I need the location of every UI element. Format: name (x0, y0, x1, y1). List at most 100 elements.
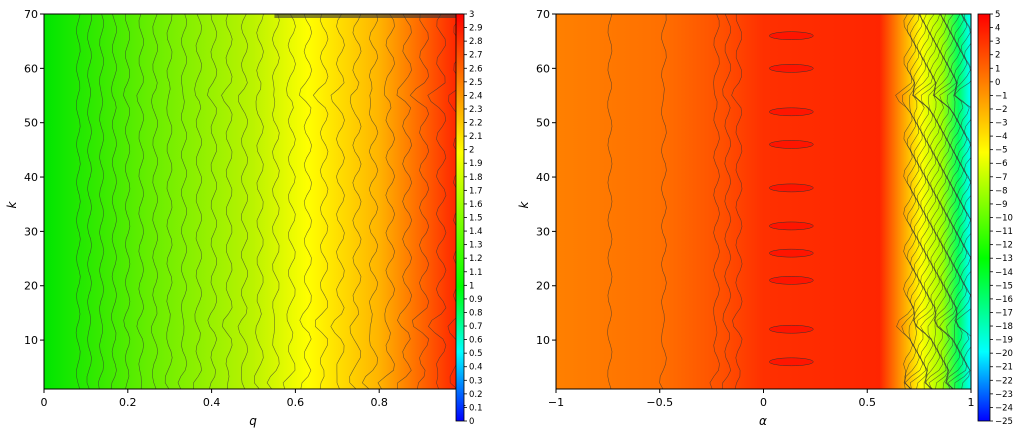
right-contour-lines (607, 14, 971, 389)
left-colorbar-tick-label: 2.8 (469, 37, 483, 47)
left-contour-line (123, 14, 131, 389)
right-red-island (769, 140, 814, 149)
right-red-island (769, 64, 814, 73)
left-colorbar-tick-label: 0.3 (469, 376, 483, 386)
left-colorbar-tick-label: 1.1 (469, 268, 483, 278)
left-contour-line (396, 14, 413, 389)
left-colorbar-tick-label: 2.7 (469, 51, 483, 61)
right-colorbar-tick-label: −25 (995, 417, 1013, 427)
left-colorbar-tick-label: 0.6 (469, 336, 483, 346)
right-colorbar-tick-label: −23 (995, 390, 1013, 400)
right-colorbar-tick-label: 0 (995, 78, 1000, 88)
right-colorbar-tick-label: −13 (995, 254, 1013, 264)
right-y-axis: 10 20 30 40 50 60 70 (536, 8, 556, 347)
left-y-axis: 10 20 30 40 50 60 70 (24, 8, 44, 347)
right-red-island (769, 107, 814, 117)
left-contour-line (86, 14, 92, 389)
left-y-tick-label: 60 (24, 62, 38, 75)
left-y-axis-label: k (5, 200, 19, 208)
right-red-island (769, 183, 814, 193)
left-contour-line (254, 14, 264, 389)
right-colorbar-tick-label: −12 (995, 241, 1013, 251)
left-colorbar-tick-label: 0.8 (469, 308, 483, 318)
right-contour-line (903, 14, 920, 389)
right-y-tick-label: 30 (536, 225, 550, 238)
right-colorbar-tick-label: 3 (995, 37, 1000, 47)
left-colorbar-tick-label: 1.9 (469, 159, 483, 169)
right-colorbar-tick-label: −14 (995, 268, 1013, 278)
left-contour-line (75, 14, 81, 389)
left-contour-lines (75, 14, 463, 389)
right-colorbar-tick-label: −7 (995, 173, 1008, 183)
right-y-tick-label: 60 (536, 62, 550, 75)
left-contour-line (151, 14, 159, 389)
left-contour-line (361, 14, 379, 389)
right-colorbar-tick-label: 5 (995, 10, 1000, 20)
left-contour-line (409, 14, 430, 389)
right-contour-line (953, 14, 971, 389)
right-red-island (769, 31, 814, 40)
left-plot-area (44, 14, 463, 389)
left-colorbar-tick-label: 2.6 (469, 64, 483, 74)
left-colorbar-tick-label: 2 (469, 146, 474, 156)
left-colorbar-tick-label: 1.8 (469, 173, 483, 183)
right-colorbar-tick-label: −10 (995, 214, 1013, 224)
right-colorbar-tick-label: −5 (995, 146, 1008, 156)
right-colorbar-tick-label: −16 (995, 295, 1013, 305)
right-colorbar-tick-label: −24 (995, 403, 1013, 413)
right-colorbar-tick-label: −4 (995, 132, 1008, 142)
left-contour-line (266, 14, 280, 389)
left-contour-line (282, 14, 296, 389)
right-colorbar-tick-label: −18 (995, 322, 1013, 332)
left-y-tick-label: 70 (24, 8, 38, 21)
right-colorbar-tick-label: −17 (995, 308, 1013, 318)
left-contour-line (377, 14, 396, 389)
left-colorbar-tick-label: 0.5 (469, 349, 483, 359)
right-y-tick-label: 50 (536, 117, 550, 130)
left-x-axis: 00.20.40.60.81 (41, 389, 467, 409)
right-colorbar-tick-label: −1 (995, 91, 1008, 101)
right-colorbar-ticks: 5 4 3 2 1 0 −1 −2 −3 −4 −5 −6 −7 −8 −9 −10 −11 −12 −13 −14 −… (990, 10, 1013, 427)
right-colorbar-tick-label: −6 (995, 159, 1008, 169)
right-contour-line (928, 14, 947, 389)
left-colorbar-tick-label: 1.4 (469, 227, 483, 237)
left-colorbar-tick-label: 2.3 (469, 105, 483, 115)
right-y-tick-label: 10 (536, 334, 550, 347)
left-contour-line (299, 14, 313, 389)
right-x-axis-label: α (759, 414, 767, 428)
left-x-tick-label: 0.2 (119, 396, 137, 409)
left-colorbar-tick-label: 1.6 (469, 200, 483, 210)
left-colorbar-tick-label: 2.2 (469, 119, 483, 129)
right-x-tick-label: 0 (760, 396, 767, 409)
right-contour-line (953, 14, 971, 389)
left-colorbar-tick-label: 2.9 (469, 24, 483, 34)
left-colorbar-tick-label: 1 (469, 281, 474, 291)
right-x-tick-label: 1 (968, 396, 975, 409)
right-contour-line (945, 14, 961, 389)
right-colorbar (977, 13, 991, 422)
right-colorbar-tick-label: −20 (995, 349, 1013, 359)
right-red-island (769, 248, 814, 258)
left-colorbar-tick-label: 2.1 (469, 132, 483, 142)
right-y-tick-label: 40 (536, 171, 550, 184)
left-colorbar-tick-label: 2.4 (469, 91, 483, 101)
left-contour-line (237, 14, 249, 389)
right-contour-line (901, 14, 917, 389)
right-y-axis-label: k (517, 200, 531, 208)
left-colorbar-tick-label: 0.9 (469, 295, 483, 305)
left-colorbar-tick-label: 1.5 (469, 214, 483, 224)
right-red-island (769, 221, 814, 231)
left-colorbar-tick-label: 0.1 (469, 403, 483, 413)
right-colorbar-tick-label: −9 (995, 200, 1008, 210)
right-colorbar-tick-label: −19 (995, 336, 1013, 346)
right-colorbar-tick-label: −3 (995, 119, 1008, 129)
left-contour-line (349, 14, 362, 389)
right-contour-line (607, 14, 613, 389)
right-colorbar-tick-label: −8 (995, 186, 1008, 196)
right-contour-line (721, 14, 732, 389)
right-contour-line (659, 14, 667, 389)
right-contour-line (924, 14, 944, 389)
